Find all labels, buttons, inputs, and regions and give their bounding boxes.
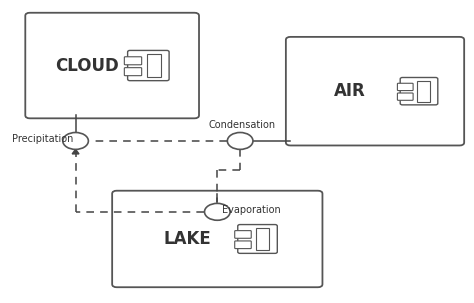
FancyBboxPatch shape [128,50,169,81]
Circle shape [63,132,88,149]
Bar [146,54,161,77]
FancyBboxPatch shape [235,241,251,248]
Text: Precipitation: Precipitation [12,135,73,145]
Text: Condensation: Condensation [209,120,276,130]
Polygon shape [214,203,221,208]
FancyBboxPatch shape [124,68,142,76]
Circle shape [204,203,230,220]
Bar [256,228,269,250]
Bar [417,81,430,102]
FancyBboxPatch shape [400,78,438,105]
Text: Evaporation: Evaporation [222,205,281,215]
FancyBboxPatch shape [235,231,251,238]
FancyBboxPatch shape [397,93,413,100]
FancyBboxPatch shape [124,57,142,65]
FancyBboxPatch shape [238,225,277,253]
FancyBboxPatch shape [25,13,199,118]
FancyBboxPatch shape [112,191,322,287]
Polygon shape [72,149,79,154]
Text: CLOUD: CLOUD [55,57,119,75]
Text: LAKE: LAKE [163,230,211,248]
FancyBboxPatch shape [286,37,464,145]
Circle shape [228,132,253,149]
Polygon shape [82,139,88,143]
FancyBboxPatch shape [397,83,413,91]
Text: AIR: AIR [334,82,365,100]
